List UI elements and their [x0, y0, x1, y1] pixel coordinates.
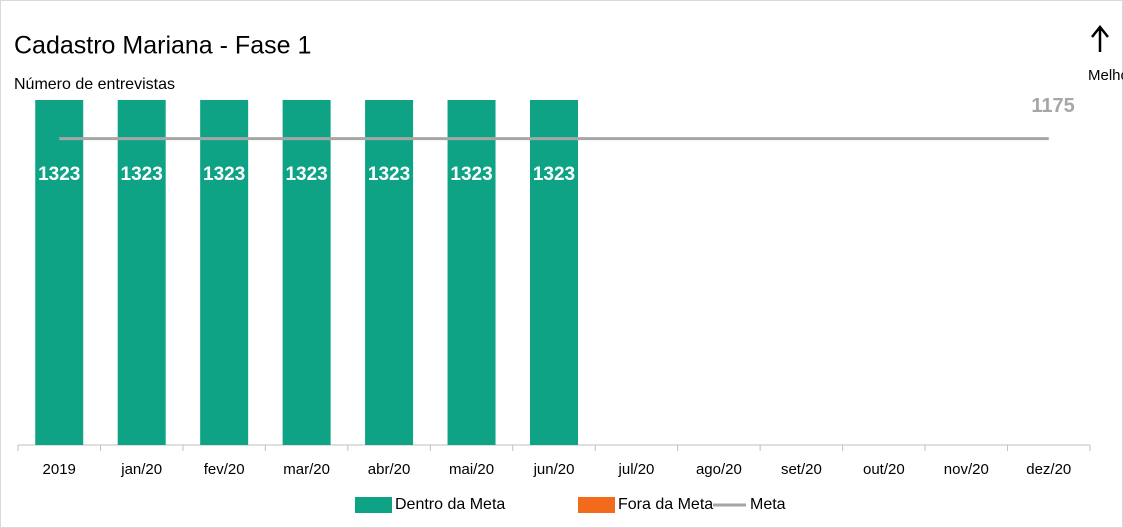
x-tick-label: jun/20	[533, 461, 575, 478]
data-label: 1323	[533, 164, 575, 185]
legend-label: Fora da Meta	[618, 496, 713, 513]
x-tick-label: mar/20	[283, 461, 330, 478]
x-tick-label: mai/20	[449, 461, 494, 478]
bar	[447, 100, 496, 445]
bar	[282, 100, 331, 445]
x-tick-label: nov/20	[944, 461, 989, 478]
bar	[35, 100, 84, 445]
legend-label: Meta	[750, 496, 786, 513]
x-tick-label: jan/20	[120, 461, 162, 478]
x-tick-label: set/20	[781, 461, 822, 478]
data-label: 1323	[38, 164, 80, 185]
legend-swatch	[355, 497, 392, 513]
chart-subtitle: Número de entrevistas	[14, 76, 175, 93]
legend-swatch	[578, 497, 615, 513]
data-label: 1323	[450, 164, 492, 185]
x-tick-label: jul/20	[618, 461, 655, 478]
meta-label: 1175	[1031, 95, 1074, 117]
x-tick-label: fev/20	[204, 461, 245, 478]
data-label: 1323	[285, 164, 327, 185]
x-tick-label: 2019	[43, 461, 76, 478]
annotation: Melho	[1088, 67, 1123, 84]
x-tick-label: ago/20	[696, 461, 742, 478]
bar	[117, 100, 166, 445]
data-label: 1323	[203, 164, 245, 185]
bar	[365, 100, 414, 445]
x-tick-label: out/20	[863, 461, 905, 478]
better-arrow	[1091, 24, 1109, 52]
bar	[200, 100, 249, 445]
data-label: 1323	[121, 164, 163, 185]
data-label: 1323	[368, 164, 410, 185]
x-tick-label: abr/20	[368, 461, 411, 478]
legend-label: Dentro da Meta	[395, 496, 505, 513]
x-tick-label: dez/20	[1026, 461, 1071, 478]
chart-title: Cadastro Mariana - Fase 1	[14, 32, 311, 60]
bar	[530, 100, 578, 445]
